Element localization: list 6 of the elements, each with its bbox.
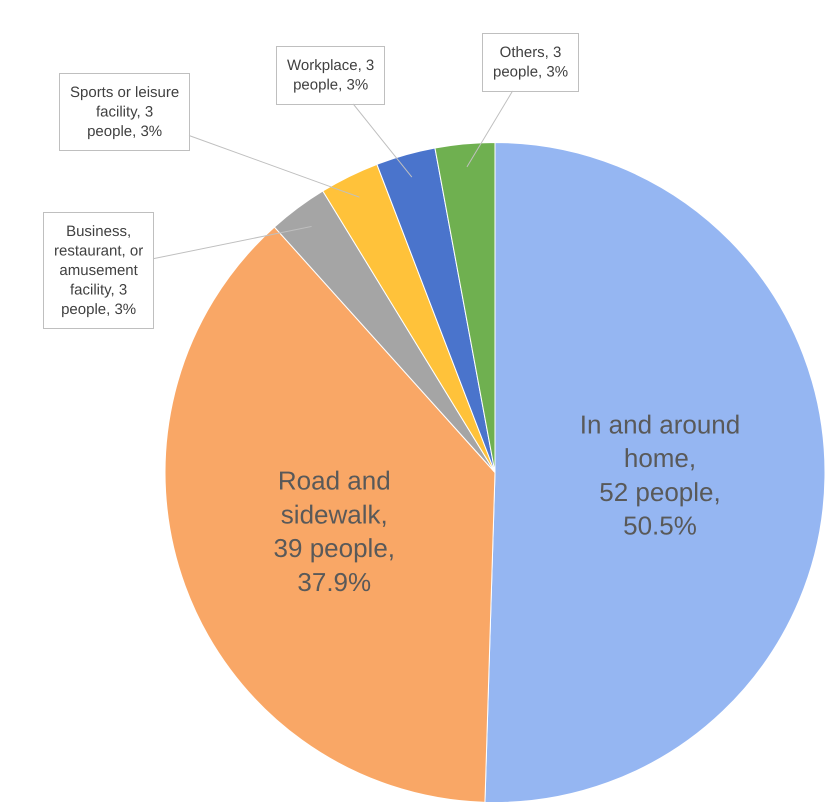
slice-label: Workplace, 3 people, 3% — [287, 57, 374, 94]
slice-label: Business, restaurant, or amusement facility, 3 people, 3% — [54, 223, 144, 318]
slice-label: Sports or leisure facility, 3 people, 3% — [70, 84, 180, 140]
slice-label: Others, 3 people, 3% — [493, 44, 568, 80]
slice-label: Road and sidewalk, 39 people, 37.9% — [274, 466, 396, 598]
slice-label: In and around home, 52 people, 50.5% — [580, 409, 740, 541]
